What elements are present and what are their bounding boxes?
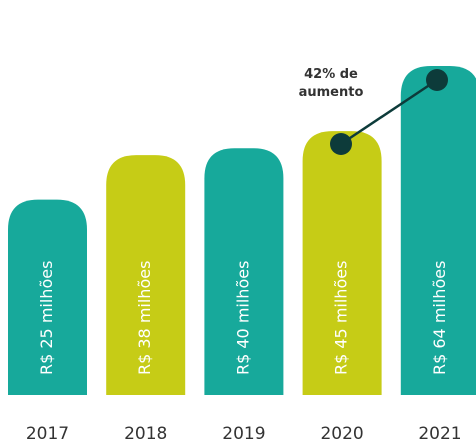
bar — [106, 155, 186, 395]
x-tick-label: 2018 — [124, 424, 167, 443]
x-tick-label: 2017 — [26, 424, 69, 443]
x-tick-label: 2020 — [320, 424, 363, 443]
bar — [302, 131, 382, 396]
bar — [204, 148, 284, 395]
bars: R$ 25 milhões R$ 38 milhões R$ 40 milhões R… — [8, 66, 476, 396]
connector-line — [340, 78, 438, 146]
bar — [400, 66, 476, 395]
value-label: R$ 64 milhões — [430, 261, 449, 375]
annotation-connector — [330, 69, 448, 155]
annotation: aumento — [299, 85, 364, 100]
value-label: R$ 25 milhões — [37, 261, 56, 375]
connector-dot — [330, 133, 352, 155]
value-label: R$ 40 milhões — [233, 261, 252, 375]
value-label: R$ 38 milhões — [135, 261, 154, 375]
value-label: R$ 45 milhões — [332, 261, 351, 375]
x-tick-label: 2019 — [222, 424, 265, 443]
connector-dot — [426, 69, 448, 91]
x-tick-label: 2021 — [418, 424, 461, 443]
bar — [8, 199, 87, 395]
annotation: 42% de — [304, 67, 358, 82]
